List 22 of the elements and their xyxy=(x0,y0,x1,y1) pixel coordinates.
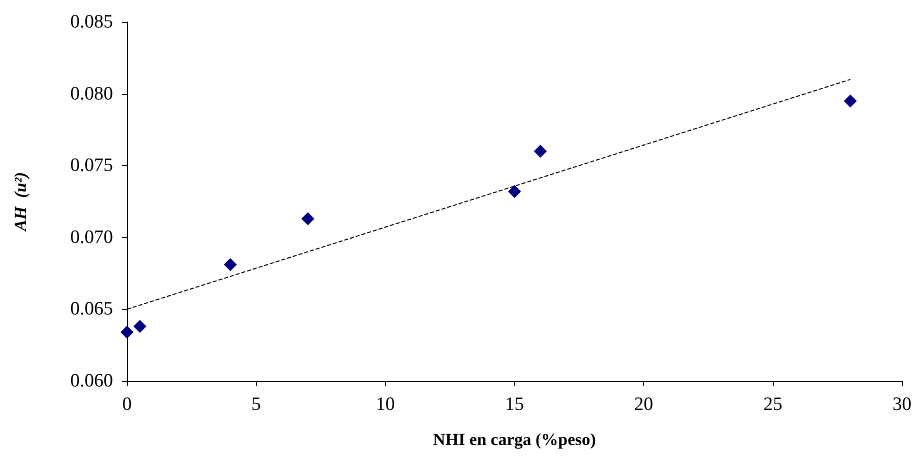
point xyxy=(224,258,237,272)
x-tick-label: 30 xyxy=(892,394,912,415)
point xyxy=(508,184,521,198)
x-tick-label: 0 xyxy=(122,394,132,415)
point xyxy=(534,144,547,158)
x-tick-label: 25 xyxy=(763,394,782,415)
y-axis-title: AH (u²) xyxy=(11,172,30,232)
y-tick-label: 0.070 xyxy=(70,226,113,248)
x-tick-label: 15 xyxy=(505,394,524,415)
point xyxy=(301,212,314,226)
y-tick-label: 0.085 xyxy=(70,12,113,32)
y-tick-label: 0.060 xyxy=(70,370,113,392)
x-tick-label: 5 xyxy=(251,394,261,415)
point xyxy=(120,326,134,339)
x-tick-label: 10 xyxy=(376,394,395,415)
point xyxy=(133,320,146,333)
y-tick-label: 0.080 xyxy=(70,83,113,104)
y-tick-label: 0.075 xyxy=(70,155,113,176)
point xyxy=(844,94,857,108)
x-axis-title: NHI en carga (%peso) xyxy=(433,430,596,449)
x-tick-label: 20 xyxy=(634,394,654,415)
y-tick-label: 0.065 xyxy=(70,298,113,320)
